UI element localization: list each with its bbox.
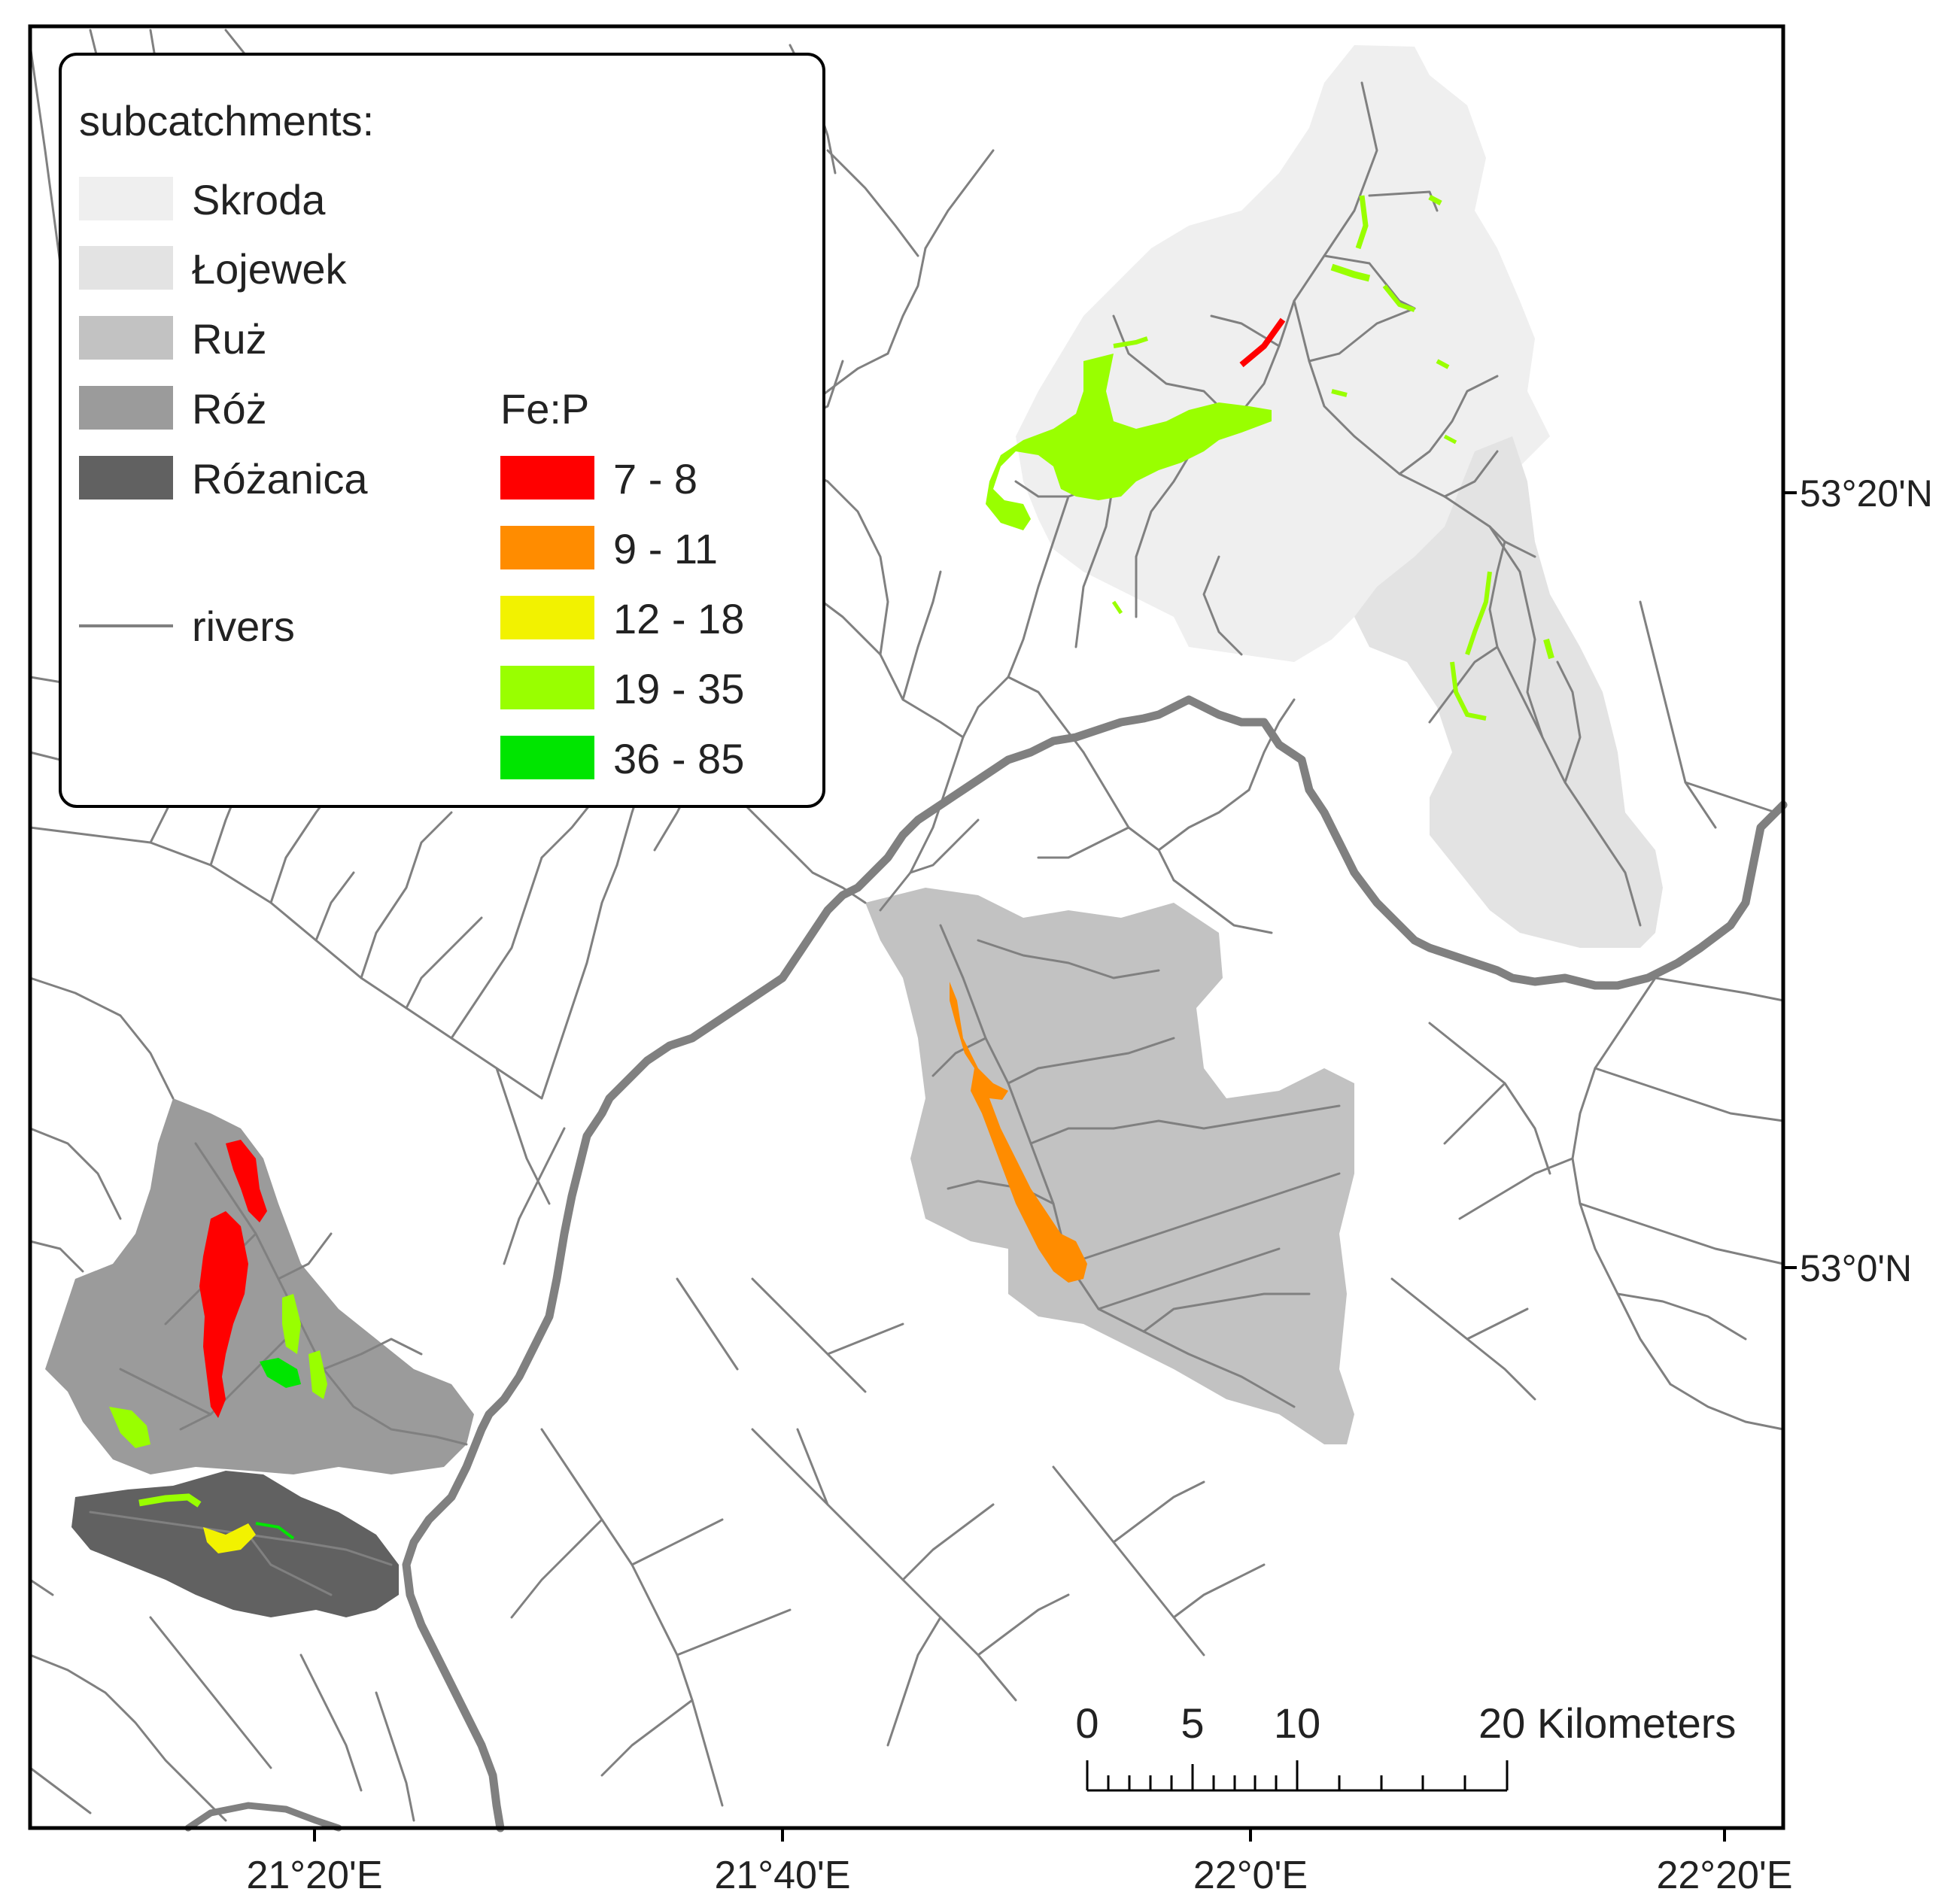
roz-reach-green-4 <box>109 1407 150 1448</box>
scale-tick-20: 20 Kilometers <box>1478 1699 1736 1747</box>
legend-fep-title: Fe:P <box>500 385 589 433</box>
legend-swatch-fep-5 <box>500 736 594 779</box>
west-river <box>184 1802 342 1832</box>
legend-label-rozanica: Różanica <box>192 455 368 503</box>
roz-subcatchment <box>45 1098 474 1474</box>
lojewek-reach-2 <box>1450 661 1487 721</box>
main-river <box>402 695 1788 1833</box>
lojewek-reach-3 <box>1543 638 1554 660</box>
legend-swatch-ruz <box>79 316 173 360</box>
skroda-reservoir-19-35 <box>986 354 1272 530</box>
legend-label-fep-1: 7 - 8 <box>613 455 697 503</box>
skroda-reach-8 <box>1443 434 1457 445</box>
roz-reach-green-3 <box>260 1358 301 1388</box>
rozanica-reach-green <box>138 1493 202 1508</box>
skroda-reach-7 <box>1436 359 1450 369</box>
roz-reach-green-1 <box>282 1294 301 1354</box>
roz-reach-red-1 <box>226 1140 267 1222</box>
skroda-reach-5 <box>1113 336 1148 348</box>
legend-label-skroda: Skroda <box>192 176 326 223</box>
lon-label-4: 22°20'E <box>1656 1854 1792 1897</box>
skroda-reach-4 <box>1382 284 1415 312</box>
legend-swatch-fep-4 <box>500 666 594 709</box>
legend-label-roz: Róż <box>192 385 267 433</box>
skroda-reach-1 <box>1355 195 1369 250</box>
graticule <box>313 491 1797 1842</box>
scale-tick-5: 5 <box>1181 1699 1204 1747</box>
legend: subcatchments: Skroda Łojewek Ruż Róż Ró… <box>59 53 825 808</box>
lon-label-3: 22°0'E <box>1193 1854 1308 1897</box>
skroda-reach-6 <box>1331 389 1348 397</box>
legend-swatch-roz <box>79 386 173 430</box>
roz-reach-red-2 <box>199 1211 248 1418</box>
rozanica-reach-yellow <box>203 1523 256 1553</box>
legend-label-rivers: rivers <box>192 603 295 650</box>
lon-label-2: 21°40'E <box>714 1854 850 1897</box>
lon-label-1: 21°20'E <box>246 1854 382 1897</box>
legend-label-lojewek: Łojewek <box>192 245 347 293</box>
lojewek-reach-1 <box>1465 571 1492 655</box>
roz-reach-green-2 <box>308 1350 327 1399</box>
legend-swatch-lojewek <box>79 246 173 290</box>
legend-swatch-fep-2 <box>500 526 594 569</box>
map-content: subcatchments: Skroda Łojewek Ruż Róż Ró… <box>29 29 1788 1833</box>
legend-box <box>59 53 825 808</box>
lojewek-subcatchment <box>1354 436 1663 948</box>
legend-label-ruz: Ruż <box>192 315 267 363</box>
legend-label-fep-2: 9 - 11 <box>613 525 718 572</box>
legend-label-fep-4: 19 - 35 <box>613 665 744 712</box>
skroda-reach-red <box>1239 317 1286 368</box>
scale-tick-10: 10 <box>1274 1699 1320 1747</box>
skroda-reach-2 <box>1330 263 1371 282</box>
scale-bar: 0 5 10 20 Kilometers <box>1075 1699 1736 1792</box>
lat-label-1: 53°20'N <box>1800 472 1933 515</box>
legend-swatch-fep-1 <box>500 456 594 500</box>
ruz-subcatchment <box>865 888 1354 1444</box>
rozanica-reach-darkgreen <box>255 1522 295 1540</box>
legend-label-fep-3: 12 - 18 <box>613 595 744 642</box>
skroda-reach-3 <box>1428 194 1442 206</box>
lat-label-2: 53°0'N <box>1800 1247 1912 1289</box>
skroda-subcatchment <box>1016 45 1550 662</box>
legend-swatch-skroda <box>79 177 173 220</box>
legend-swatch-fep-3 <box>500 596 594 639</box>
legend-label-fep-5: 36 - 85 <box>613 735 744 782</box>
scale-tick-0: 0 <box>1075 1699 1099 1747</box>
fe-p-reaches <box>109 194 1554 1553</box>
legend-swatch-rozanica <box>79 456 173 500</box>
skroda-reach-9 <box>1111 600 1123 615</box>
ruz-reach-orange <box>950 982 1087 1283</box>
legend-subcatchments-title: subcatchments: <box>79 97 374 144</box>
